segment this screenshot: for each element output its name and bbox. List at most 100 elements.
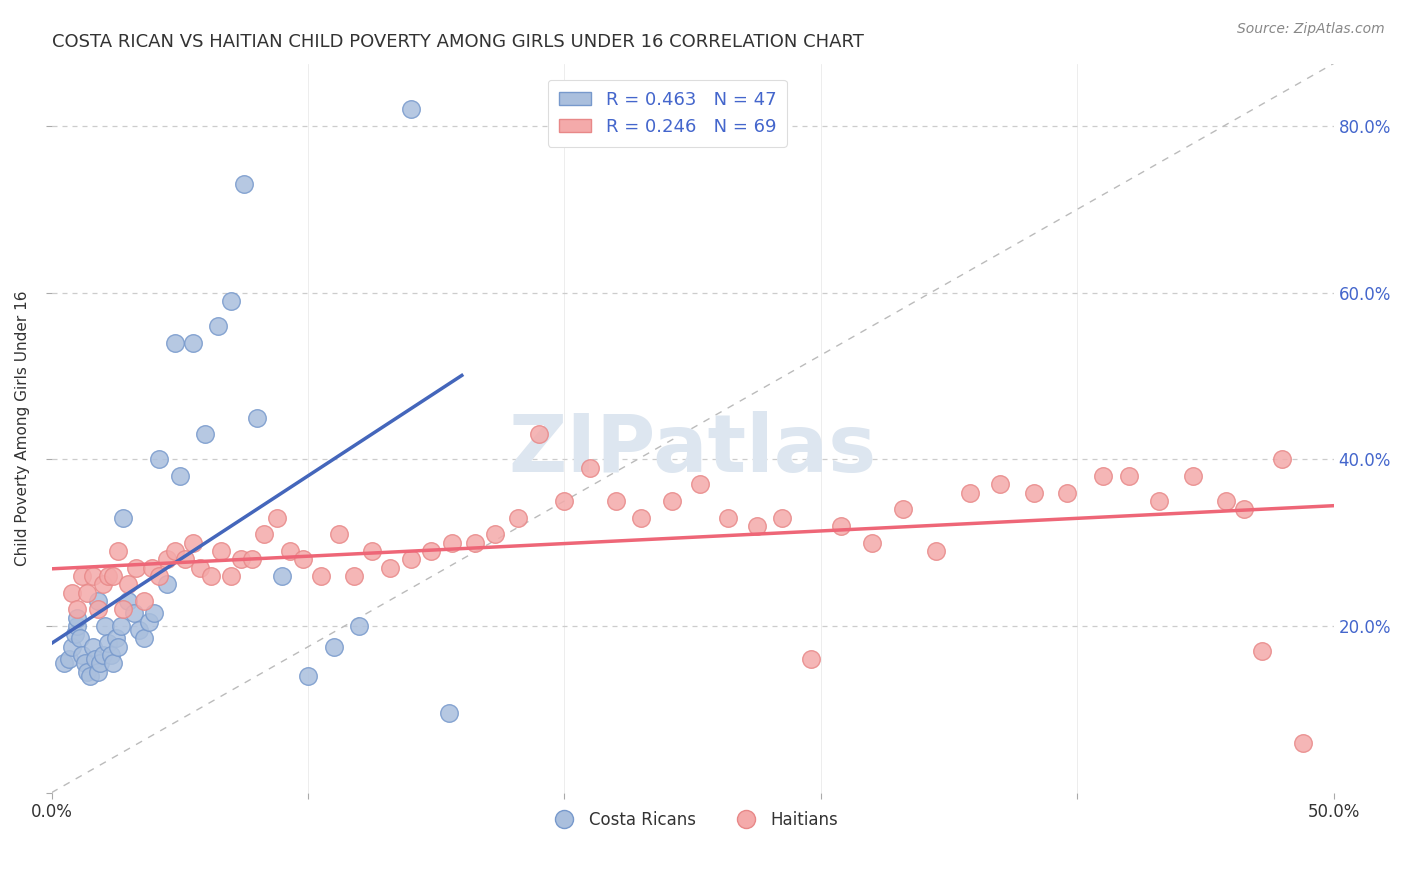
Haitians [117, 577, 139, 591]
Costa Ricans [104, 632, 127, 646]
Text: Source: ZipAtlas.com: Source: ZipAtlas.com [1237, 22, 1385, 37]
Haitians [60, 585, 83, 599]
Haitians [309, 569, 332, 583]
Haitians [508, 510, 530, 524]
Costa Ricans [232, 178, 254, 192]
Costa Ricans [73, 657, 96, 671]
Costa Ricans [107, 640, 129, 654]
Haitians [1091, 469, 1114, 483]
Costa Ricans [86, 665, 108, 679]
Costa Ricans [79, 669, 101, 683]
Haitians [82, 569, 104, 583]
Haitians [605, 494, 627, 508]
Costa Ricans [112, 510, 135, 524]
Costa Ricans [91, 648, 114, 662]
Costa Ricans [156, 577, 179, 591]
Haitians [66, 602, 89, 616]
Costa Ricans [58, 652, 80, 666]
Haitians [689, 477, 711, 491]
Text: COSTA RICAN VS HAITIAN CHILD POVERTY AMONG GIRLS UNDER 16 CORRELATION CHART: COSTA RICAN VS HAITIAN CHILD POVERTY AMO… [52, 33, 863, 51]
Text: ZIPatlas: ZIPatlas [509, 411, 877, 489]
Haitians [253, 527, 276, 541]
Y-axis label: Child Poverty Among Girls Under 16: Child Poverty Among Girls Under 16 [15, 290, 30, 566]
Haitians [97, 569, 120, 583]
Costa Ricans [63, 627, 86, 641]
Haitians [1215, 494, 1237, 508]
Haitians [231, 552, 253, 566]
Haitians [1250, 644, 1272, 658]
Haitians [141, 560, 163, 574]
Haitians [830, 519, 852, 533]
Costa Ricans [53, 657, 76, 671]
Haitians [378, 560, 401, 574]
Haitians [343, 569, 366, 583]
Costa Ricans [271, 569, 294, 583]
Haitians [107, 544, 129, 558]
Costa Ricans [169, 469, 191, 483]
Haitians [112, 602, 135, 616]
Costa Ricans [84, 652, 107, 666]
Haitians [266, 510, 288, 524]
Haitians [240, 552, 263, 566]
Costa Ricans [207, 318, 229, 333]
Haitians [464, 535, 486, 549]
Haitians [173, 552, 195, 566]
Haitians [553, 494, 575, 508]
Costa Ricans [101, 657, 124, 671]
Costa Ricans [76, 665, 98, 679]
Haitians [1022, 485, 1045, 500]
Costa Ricans [128, 623, 150, 637]
Haitians [484, 527, 506, 541]
Costa Ricans [66, 610, 89, 624]
Costa Ricans [89, 657, 111, 671]
Costa Ricans [181, 335, 204, 350]
Costa Ricans [437, 706, 460, 721]
Haitians [291, 552, 314, 566]
Costa Ricans [97, 635, 120, 649]
Haitians [209, 544, 232, 558]
Costa Ricans [117, 594, 139, 608]
Haitians [579, 460, 602, 475]
Haitians [1292, 736, 1315, 750]
Haitians [156, 552, 179, 566]
Haitians [163, 544, 186, 558]
Haitians [1181, 469, 1204, 483]
Haitians [1271, 452, 1294, 467]
Haitians [86, 602, 108, 616]
Haitians [125, 560, 148, 574]
Costa Ricans [297, 669, 319, 683]
Haitians [132, 594, 155, 608]
Haitians [91, 577, 114, 591]
Haitians [148, 569, 170, 583]
Haitians [925, 544, 948, 558]
Costa Ricans [399, 103, 422, 117]
Costa Ricans [66, 619, 89, 633]
Haitians [527, 427, 550, 442]
Costa Ricans [219, 293, 242, 308]
Costa Ricans [110, 619, 132, 633]
Haitians [630, 510, 652, 524]
Haitians [1149, 494, 1171, 508]
Haitians [745, 519, 768, 533]
Costa Ricans [148, 452, 170, 467]
Haitians [717, 510, 740, 524]
Haitians [72, 569, 94, 583]
Costa Ricans [349, 619, 371, 633]
Costa Ricans [322, 640, 344, 654]
Haitians [101, 569, 124, 583]
Costa Ricans [100, 648, 122, 662]
Haitians [440, 535, 463, 549]
Legend: Costa Ricans, Haitians: Costa Ricans, Haitians [540, 804, 845, 836]
Costa Ricans [122, 607, 145, 621]
Costa Ricans [69, 632, 91, 646]
Costa Ricans [138, 615, 160, 629]
Haitians [891, 502, 914, 516]
Haitians [860, 535, 883, 549]
Costa Ricans [163, 335, 186, 350]
Haitians [799, 652, 821, 666]
Haitians [76, 585, 98, 599]
Haitians [1233, 502, 1256, 516]
Haitians [328, 527, 350, 541]
Costa Ricans [94, 619, 117, 633]
Costa Ricans [132, 632, 155, 646]
